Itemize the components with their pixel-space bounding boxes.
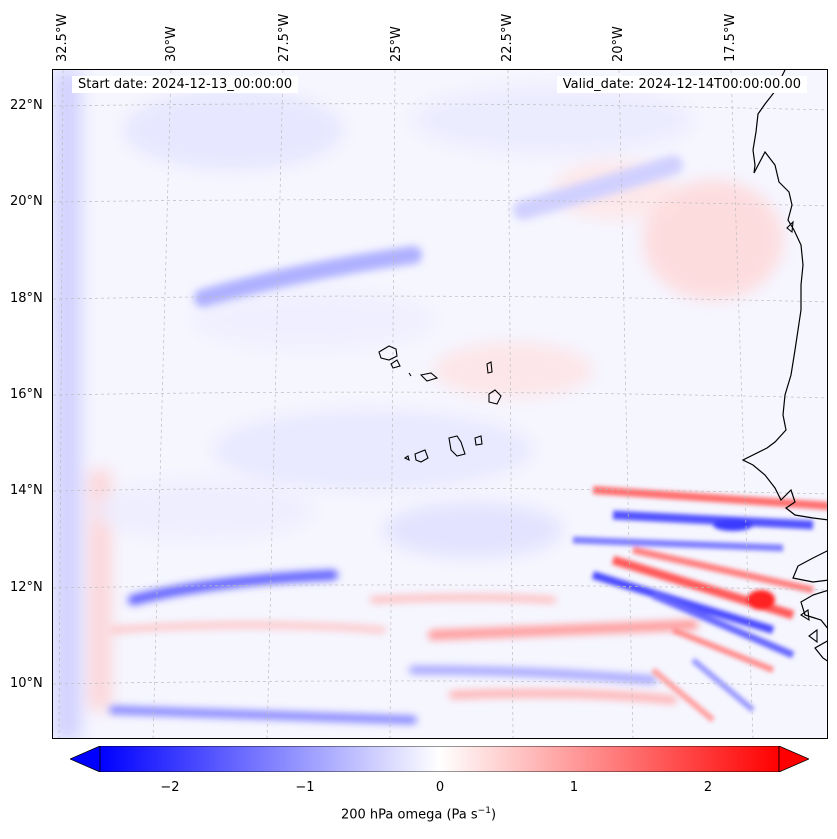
colorbar-label-close: ): [490, 807, 497, 823]
bijagos-islands: [786, 220, 818, 644]
africa-coastline: [741, 70, 827, 521]
cape-verde-islands: [378, 345, 502, 463]
omega-coastal-bands: [572, 486, 827, 723]
start-date-label: Start date: 2024-12-13_00:00:00: [72, 76, 299, 93]
lat-label-18n: 18°N: [10, 291, 43, 306]
lat-label-14n: 14°N: [10, 483, 43, 498]
valid-date-label: Valid_date: 2024-12-14T00:00:00.00: [556, 76, 807, 93]
colorbar-label: 200 hPa omega (Pa s−1): [0, 806, 837, 822]
guinea-coastline: [792, 550, 827, 662]
colorbar-tick-0: 0: [435, 780, 445, 795]
colorbar: [70, 746, 809, 772]
colorbar-extend-min: [70, 746, 101, 772]
lat-label-10n: 10°N: [10, 676, 43, 691]
omega-bands: [109, 155, 698, 724]
lon-label-30w: 30°W: [164, 26, 179, 62]
colorbar-tick-2: 2: [703, 780, 713, 795]
lon-label-32-5w: 32.5°W: [55, 13, 70, 62]
colorbar-gradient: [99, 746, 780, 772]
lat-label-16n: 16°N: [10, 387, 43, 402]
omega-field: [53, 70, 827, 738]
lon-label-20w: 20°W: [611, 26, 626, 62]
lon-label-17-5w: 17.5°W: [723, 13, 738, 62]
colorbar-extend-max: [778, 746, 809, 772]
lat-label-22n: 22°N: [10, 98, 43, 113]
colorbar-tick-minus1: −1: [295, 780, 315, 795]
lat-label-12n: 12°N: [10, 580, 43, 595]
colorbar-label-text: 200 hPa omega (Pa s: [340, 807, 478, 823]
lat-label-20n: 20°N: [10, 194, 43, 209]
colorbar-tick-1: 1: [569, 780, 579, 795]
lon-label-27-5w: 27.5°W: [277, 13, 292, 62]
graticule: [53, 70, 827, 738]
lon-label-25w: 25°W: [389, 26, 404, 62]
colorbar-tick-minus2: −2: [160, 780, 180, 795]
colorbar-label-exponent: −1: [477, 806, 491, 816]
omega-map[interactable]: [52, 69, 828, 739]
lon-label-22-5w: 22.5°W: [500, 13, 515, 62]
